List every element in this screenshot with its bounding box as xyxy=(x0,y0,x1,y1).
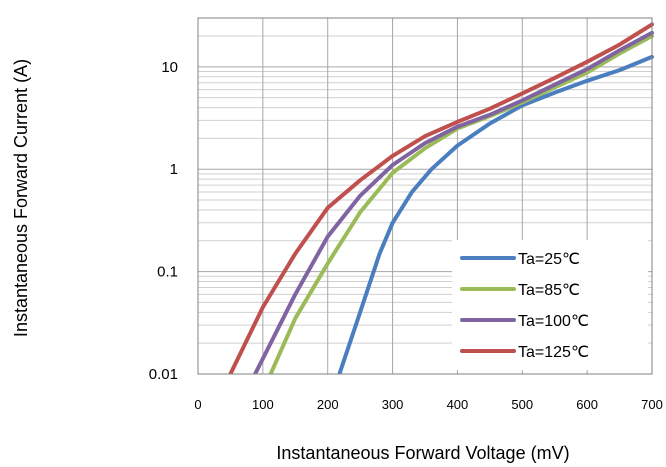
x-tick-label: 600 xyxy=(576,397,598,412)
legend-label-2: Ta=85℃ xyxy=(518,282,580,299)
y-tick-labels: 0.01 0.1 1 10 xyxy=(149,59,178,383)
x-tick-label: 0 xyxy=(194,397,201,412)
x-tick-label: 500 xyxy=(511,397,533,412)
y-tick-label: 10 xyxy=(161,59,178,76)
x-tick-label: 700 xyxy=(641,397,663,412)
y-tick-label: 0.1 xyxy=(157,264,178,281)
legend: Ta=25℃ Ta=85℃ Ta=100℃ Ta=125℃ xyxy=(452,240,648,370)
x-tick-label: 200 xyxy=(317,397,339,412)
y-tick-label: 0.01 xyxy=(149,366,178,383)
series-lines xyxy=(228,22,654,374)
plot-area-border xyxy=(197,17,653,375)
x-tick-label: 100 xyxy=(252,397,274,412)
y-tick-label: 1 xyxy=(170,161,178,178)
series-line-1 xyxy=(337,54,654,374)
legend-label-1: Ta=25℃ xyxy=(518,251,580,268)
x-axis-label: Instantaneous Forward Voltage (mV) xyxy=(276,443,569,463)
x-tick-labels: 0 100 200 300 400 500 600 700 xyxy=(194,397,662,412)
x-tick-label: 400 xyxy=(447,397,469,412)
legend-label-3: Ta=100℃ xyxy=(518,313,589,330)
series-line-4 xyxy=(228,22,654,374)
legend-label-4: Ta=125℃ xyxy=(518,344,589,361)
y-axis-label: Instantaneous Forward Current (A) xyxy=(11,59,31,337)
legend-background xyxy=(452,240,648,370)
series-line-3 xyxy=(253,30,654,374)
x-tick-label: 300 xyxy=(382,397,404,412)
